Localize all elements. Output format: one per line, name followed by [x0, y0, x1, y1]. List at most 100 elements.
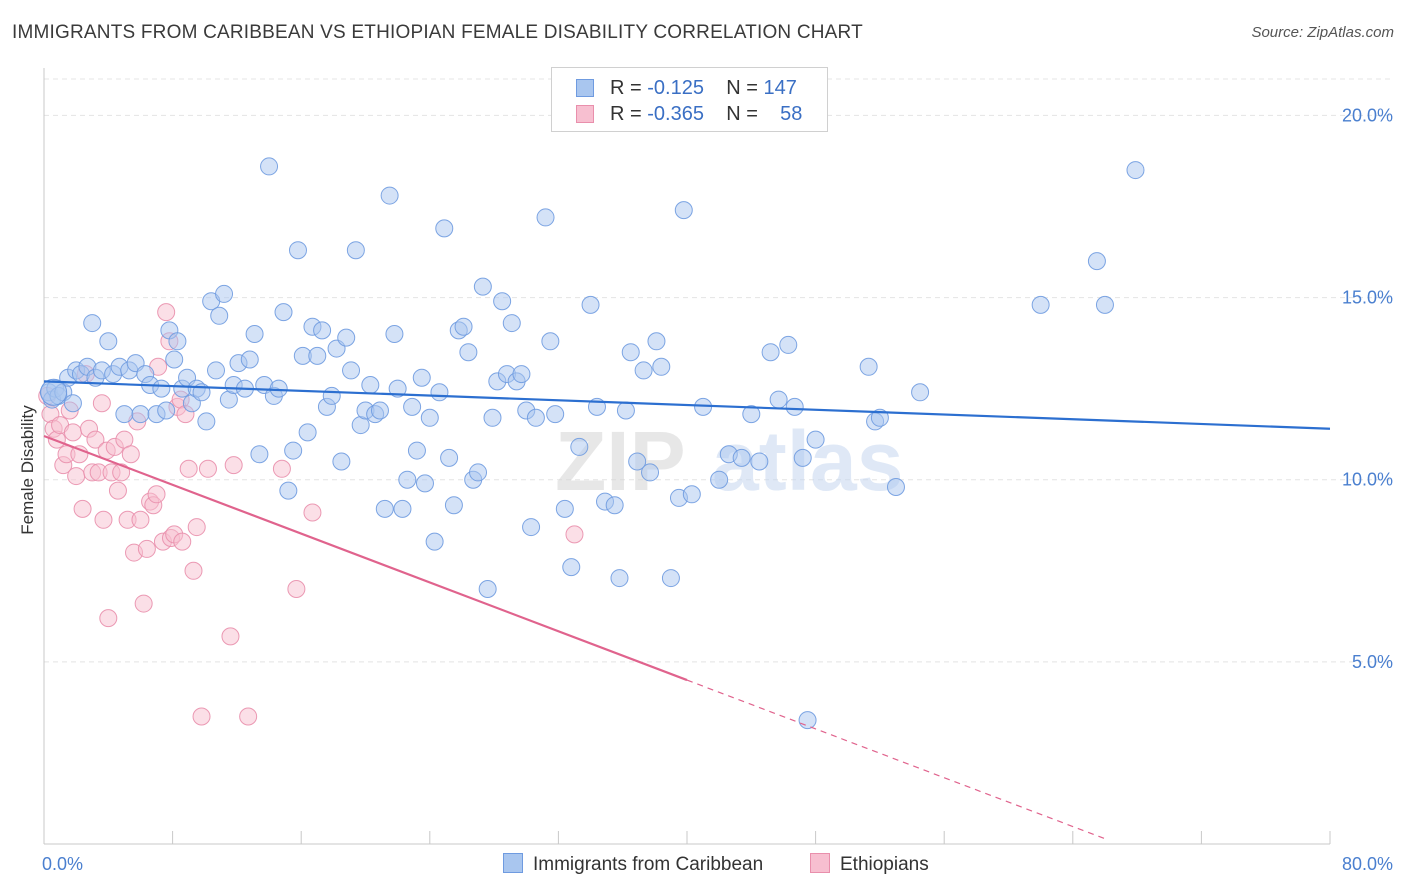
caribbean-point	[322, 386, 341, 405]
caribbean-point	[493, 292, 512, 311]
ethiopian-point	[137, 539, 156, 558]
caribbean-point	[610, 569, 629, 588]
caribbean-point	[435, 219, 454, 238]
trend-line-caribbean	[43, 380, 1331, 430]
ethiopian-point	[173, 532, 192, 551]
ethiopian-point	[179, 459, 198, 478]
caribbean-point	[769, 390, 788, 409]
caribbean-point	[430, 383, 449, 402]
series-legend-label-caribbean: Immigrants from Caribbean	[533, 854, 764, 875]
legend-n-label: N =	[726, 77, 764, 99]
source-credit: Source: ZipAtlas.com	[1251, 24, 1394, 41]
caribbean-point	[152, 379, 171, 398]
caribbean-point	[652, 357, 671, 376]
caribbean-point	[793, 448, 812, 467]
caribbean-point	[388, 379, 407, 398]
x-tick-label: 80.0%	[1342, 854, 1393, 874]
y-tick-label: 10.0%	[1342, 470, 1393, 490]
caribbean-point	[1087, 252, 1106, 271]
legend-r-label: R =	[610, 77, 648, 99]
ethiopian-point	[184, 561, 203, 580]
y-axis-label: Female Disability	[18, 405, 37, 535]
caribbean-point	[63, 394, 82, 413]
legend-n-value: 58	[780, 103, 803, 125]
caribbean-point	[385, 325, 404, 343]
legend-row-ethiopians: R = -0.365 N = 58	[552, 101, 827, 127]
caribbean-point	[215, 284, 234, 303]
caribbean-point	[641, 463, 660, 482]
caribbean-point	[886, 478, 905, 496]
caribbean-point	[512, 365, 531, 384]
caribbean-point	[279, 481, 298, 500]
caribbean-point	[616, 401, 635, 420]
caribbean-point	[621, 343, 640, 362]
caribbean-point	[440, 448, 459, 467]
caribbean-point	[370, 401, 389, 420]
legend-swatch-caribbean	[576, 79, 594, 97]
ethiopian-point	[112, 463, 131, 482]
caribbean-point	[83, 314, 102, 333]
series-legend-caribbean[interactable]: Immigrants from Caribbean	[503, 853, 763, 876]
caribbean-point	[240, 350, 259, 369]
series-legend-label-ethiopians: Ethiopians	[840, 854, 929, 875]
legend-n-label: N =	[726, 103, 764, 125]
ethiopian-point	[134, 594, 153, 613]
caribbean-point	[732, 448, 751, 467]
caribbean-point	[393, 499, 412, 518]
legend-swatch-ethiopians	[576, 105, 594, 123]
legend-r-value: -0.365	[647, 103, 704, 125]
caribbean-point	[346, 241, 365, 260]
caribbean-point	[647, 332, 666, 351]
caribbean-point	[420, 408, 439, 427]
caribbean-point	[1126, 161, 1145, 180]
caribbean-point	[380, 186, 399, 205]
caribbean-point	[541, 332, 560, 351]
caribbean-point	[298, 423, 317, 442]
trend-lines	[43, 380, 1331, 840]
watermark-zip: ZIP	[555, 414, 686, 508]
caribbean-point	[313, 321, 332, 340]
caribbean-point	[628, 452, 647, 471]
caribbean-point	[526, 408, 545, 427]
ethiopian-point	[221, 627, 240, 646]
caribbean-point	[859, 357, 878, 376]
caribbean-point	[1031, 295, 1050, 314]
series-legend-ethiopians[interactable]: Ethiopians	[810, 853, 929, 876]
caribbean-point	[536, 208, 555, 227]
chart-title: IMMIGRANTS FROM CARIBBEAN VS ETHIOPIAN F…	[12, 22, 863, 43]
caribbean-point	[40, 378, 68, 406]
caribbean-point	[634, 361, 653, 380]
caribbean-point	[444, 496, 463, 515]
caribbean-point	[779, 335, 798, 354]
series-caribbean-points	[39, 157, 1145, 730]
caribbean-point	[375, 499, 394, 518]
caribbean-point	[911, 383, 930, 402]
caribbean-point	[207, 361, 226, 380]
legend-r-value: -0.125	[647, 77, 704, 99]
caribbean-point	[798, 711, 817, 730]
legend-row-caribbean: R = -0.125 N = 147	[552, 75, 827, 101]
caribbean-point	[308, 346, 327, 365]
ethiopian-point	[67, 467, 86, 486]
ethiopian-point	[565, 525, 584, 544]
stats-legend: R = -0.125 N = 147 R = -0.365 N = 58	[551, 67, 828, 132]
legend-n-value: 147	[763, 77, 797, 99]
caribbean-point	[605, 496, 624, 515]
chart-grid	[44, 78, 1392, 663]
caribbean-point	[785, 397, 804, 416]
caribbean-point	[870, 408, 889, 427]
ethiopian-point	[131, 510, 150, 529]
caribbean-point	[546, 405, 565, 424]
ethiopian-point	[94, 510, 113, 529]
caribbean-point	[197, 412, 216, 431]
x-tick-label: 0.0%	[42, 854, 83, 874]
caribbean-point	[284, 441, 303, 460]
caribbean-point	[742, 405, 761, 424]
ethiopian-point	[224, 456, 243, 475]
ethiopian-point	[86, 430, 105, 449]
legend-r-label: R =	[610, 103, 648, 125]
caribbean-point	[342, 361, 361, 380]
caribbean-point	[761, 343, 780, 362]
caribbean-point	[806, 430, 825, 449]
